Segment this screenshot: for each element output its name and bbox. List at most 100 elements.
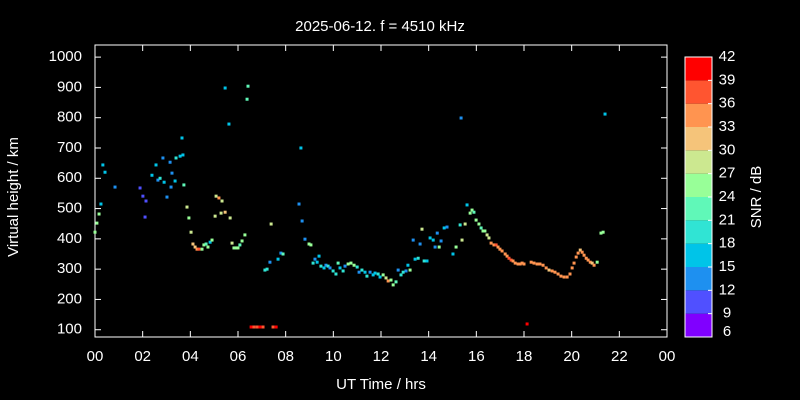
data-point xyxy=(245,97,249,101)
data-point xyxy=(150,173,154,177)
y-tick-label: 600 xyxy=(57,169,82,186)
data-point xyxy=(580,250,584,254)
data-point xyxy=(468,211,472,215)
data-point xyxy=(258,325,262,329)
data-point xyxy=(363,270,367,274)
data-point xyxy=(331,269,335,273)
data-point xyxy=(556,272,560,276)
colorbar-tick-label: 15 xyxy=(719,258,736,275)
data-point xyxy=(181,153,185,157)
data-point xyxy=(210,238,214,242)
data-point xyxy=(255,325,259,329)
data-point xyxy=(252,325,256,329)
data-point xyxy=(182,183,186,187)
data-point xyxy=(485,233,489,237)
data-point xyxy=(498,247,502,251)
data-point xyxy=(355,265,359,269)
x-tick-label: 00 xyxy=(87,348,104,365)
data-point xyxy=(319,264,323,268)
data-point xyxy=(420,227,424,231)
data-point xyxy=(477,222,481,226)
data-point xyxy=(154,163,158,167)
data-point xyxy=(454,245,458,249)
colorbar-tick-label: 39 xyxy=(719,71,736,88)
data-point xyxy=(223,210,227,214)
data-point xyxy=(93,230,97,234)
data-point xyxy=(243,233,247,237)
data-point xyxy=(529,260,533,264)
data-point xyxy=(472,210,476,214)
data-point xyxy=(487,236,491,240)
data-point xyxy=(249,325,253,329)
data-point xyxy=(232,246,236,250)
data-point xyxy=(299,146,303,150)
data-point xyxy=(169,185,173,189)
data-point xyxy=(317,254,321,258)
data-point xyxy=(401,270,405,274)
data-point xyxy=(279,251,283,255)
data-point xyxy=(197,247,201,251)
data-point xyxy=(550,269,554,273)
data-point xyxy=(442,226,446,230)
data-point xyxy=(496,245,500,249)
data-point xyxy=(187,216,191,220)
data-point xyxy=(599,231,603,235)
data-point xyxy=(357,270,361,274)
data-point xyxy=(103,170,107,174)
data-point xyxy=(156,178,160,182)
data-point xyxy=(219,211,223,215)
data-point xyxy=(511,259,515,263)
data-point xyxy=(341,269,345,273)
data-point xyxy=(439,239,443,243)
data-point xyxy=(213,214,217,218)
colorbar-band xyxy=(685,150,712,174)
data-point xyxy=(404,269,408,273)
data-point xyxy=(460,238,464,242)
data-point xyxy=(326,264,330,268)
colorbar-tick-label: 42 xyxy=(719,48,736,65)
data-point xyxy=(538,262,542,266)
data-point xyxy=(300,219,304,223)
data-point xyxy=(334,272,338,276)
data-point xyxy=(263,268,267,272)
data-point xyxy=(281,252,285,256)
data-point xyxy=(516,262,520,266)
data-point xyxy=(313,257,317,261)
colorbar-band xyxy=(685,267,712,291)
data-point xyxy=(391,283,395,287)
data-point xyxy=(228,216,232,220)
x-tick-label: 02 xyxy=(134,348,151,365)
x-tick-label: 00 xyxy=(659,348,676,365)
data-point xyxy=(384,276,388,280)
data-point xyxy=(576,251,580,255)
data-point xyxy=(479,226,483,230)
data-point xyxy=(311,261,315,265)
data-point xyxy=(161,156,165,160)
colorbar-tick-label: 9 xyxy=(723,305,731,322)
data-point xyxy=(406,263,410,267)
data-point xyxy=(343,264,347,268)
data-point xyxy=(99,202,103,206)
data-point xyxy=(590,261,594,265)
data-point xyxy=(193,245,197,249)
data-point xyxy=(433,245,437,249)
data-point xyxy=(328,266,332,270)
data-point xyxy=(425,259,429,263)
colorbar-tick-label: 33 xyxy=(719,118,736,135)
data-point xyxy=(503,252,507,256)
data-point xyxy=(507,256,511,260)
data-point xyxy=(470,208,474,212)
data-point xyxy=(214,194,218,198)
x-tick-label: 10 xyxy=(325,348,342,365)
data-point xyxy=(451,252,455,256)
data-point xyxy=(220,199,224,203)
colorbar-tick-label: 18 xyxy=(719,235,736,252)
data-point xyxy=(582,253,586,257)
data-point xyxy=(458,223,462,227)
data-point xyxy=(570,266,574,270)
colorbar-band xyxy=(685,313,712,337)
data-point xyxy=(396,268,400,272)
data-point xyxy=(268,260,272,264)
data-point xyxy=(532,261,536,265)
data-point xyxy=(261,325,265,329)
